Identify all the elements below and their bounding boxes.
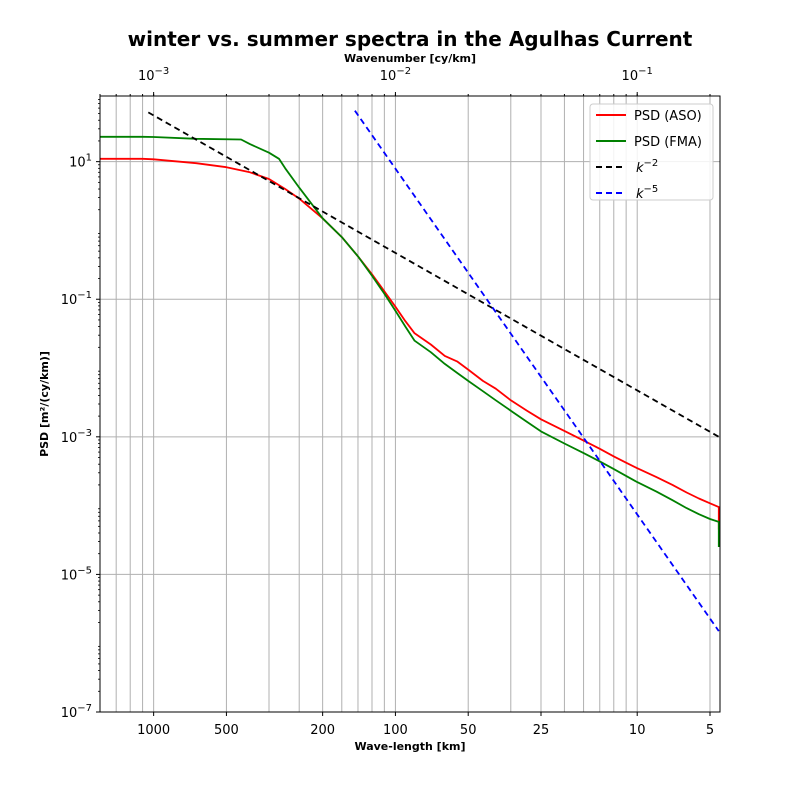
y-tick-label: 10−5 <box>61 565 92 583</box>
y-tick-label: 10−3 <box>61 428 92 446</box>
legend-label-4: k−5 <box>636 184 658 202</box>
x-tick-label: 25 <box>533 723 550 738</box>
series-line-1 <box>100 157 720 530</box>
x-tick-label: 500 <box>214 723 239 738</box>
y-tick-label: 10−1 <box>61 290 92 308</box>
x2-tick-label: 10−1 <box>622 66 653 84</box>
x-tick-label: 200 <box>310 723 335 738</box>
axis-ticks: 1000 500 200 100 50 25 10 5 10−3 10−2 10−1 101 10−1 1… <box>61 66 714 738</box>
x-tick-label: 10 <box>629 723 646 738</box>
legend-label-1: PSD (ASO) <box>634 109 702 124</box>
legend-label-2: PSD (FMA) <box>634 135 702 150</box>
bottom-axis-label: Wave-length [km] <box>354 740 465 753</box>
x-tick-label: 5 <box>706 723 714 738</box>
y-tick-label: 10−7 <box>61 703 92 721</box>
chart-title: winter vs. summer spectra in the Agulhas… <box>128 27 693 51</box>
y-axis-label: PSD [m²/(cy/km)] <box>38 351 51 457</box>
x2-tick-label: 10−2 <box>380 66 411 84</box>
series-line-2 <box>100 135 720 547</box>
legend: PSD (ASO) PSD (FMA) k−2 k−5 <box>589 103 714 202</box>
legend-label-3: k−2 <box>636 158 658 176</box>
top-axis-label: Wavenumber [cy/km] <box>344 52 476 65</box>
y-tick-label: 101 <box>69 153 92 171</box>
legend-box <box>589 103 714 201</box>
plot-series <box>100 110 720 632</box>
x-tick-label: 50 <box>460 723 477 738</box>
x2-tick-label: 10−3 <box>138 66 169 84</box>
x-tick-label: 1000 <box>137 723 170 738</box>
x-tick-label: 100 <box>383 723 408 738</box>
series-line-4 <box>354 110 720 632</box>
